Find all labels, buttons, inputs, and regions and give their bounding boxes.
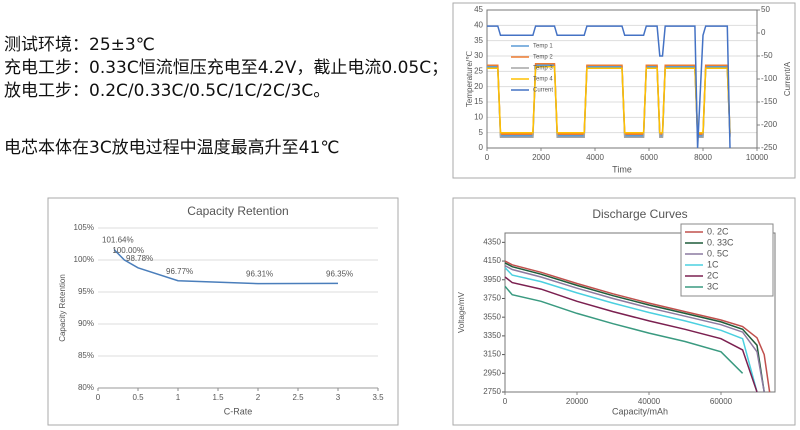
chart-title: Capacity Retention [187,204,288,218]
x-tick-label: 60000 [710,397,733,406]
legend-box [680,223,774,297]
y-tick-label: 45 [474,5,483,14]
x-tick-label: 1 [176,393,181,402]
y-tick-label: 105% [74,223,94,232]
text-line: 电芯本体在3C放电过程中温度最高升至41℃ [4,138,340,158]
y-tick-label: 2950 [483,368,501,377]
x-tick-label: 4000 [586,153,604,162]
data-label: 98.78% [126,254,153,263]
data-label: 96.35% [326,269,353,278]
legend-label: Current [533,88,553,94]
x-tick-label: 10000 [746,153,769,162]
y-tick-label: 3150 [483,350,501,359]
y2-tick-label: -250 [761,143,778,152]
chart-title: Discharge Curves [592,207,687,221]
data-label: 100.00% [112,246,144,255]
text-line: 充电工步：0.33C恒流恒压充电至4.2V，截止电流0.05C； [4,58,449,78]
legend-label: Temp 4 [533,77,553,83]
y-tick-label: 25 [474,66,483,75]
y-tick-label: 3550 [483,312,501,321]
y-tick-label: 80% [78,383,94,392]
legend-label: 2C [707,270,719,280]
series-line [504,262,765,393]
legend-label: 3C [707,281,719,291]
y2-tick-label: 0 [761,28,766,37]
data-label: 96.31% [246,270,273,279]
y2-tick-label: -200 [761,120,778,129]
series-line [504,265,765,393]
legend-label: Temp 2 [533,55,553,61]
y-axis-label: Capacity Retention [58,274,67,342]
y-tick-label: 5 [479,128,484,137]
x-tick-label: 6000 [640,153,658,162]
x-tick-label: 2 [256,393,261,402]
y-tick-label: 20 [474,82,483,91]
x-tick-label: 0 [503,397,508,406]
data-label: 96.77% [166,267,193,276]
legend-label: 0. 5C [707,248,729,258]
y2-tick-label: -100 [761,74,778,83]
series-line [487,65,731,134]
y-tick-label: 2750 [483,387,501,396]
y-tick-label: 35 [474,36,483,45]
legend-label: 0. 2C [707,226,729,236]
x-tick-label: 2.5 [292,393,304,402]
y-tick-label: 4350 [483,237,501,246]
y-tick-label: 0 [479,143,484,152]
y-tick-label: 40 [474,20,483,29]
x-tick-label: 3.5 [372,393,384,402]
data-label: 101.64% [102,236,134,245]
x-tick-label: 1.5 [212,393,224,402]
y-axis-label: Voltage/mV [457,291,466,333]
y-tick-label: 15 [474,97,483,106]
y-tick-label: 85% [78,351,94,360]
y-tick-label: 90% [78,319,94,328]
y2-tick-label: -150 [761,97,778,106]
x-tick-label: 8000 [694,153,712,162]
x-axis-label: Time [612,164,632,174]
y-tick-label: 10 [474,112,483,121]
x-tick-label: 3 [336,393,341,402]
x-tick-label: 0.5 [132,393,144,402]
y2-axis-label: Current/A [783,61,792,96]
legend-label: 1C [707,259,719,269]
series-line [504,276,758,393]
y-tick-label: 100% [74,255,94,264]
y2-tick-label: 50 [761,5,770,14]
y-tick-label: 30 [474,51,483,60]
y-axis-label: Temperature/℃ [465,51,474,107]
series-line [113,248,339,285]
x-tick-label: 0 [96,393,101,402]
series-line [487,25,731,149]
x-axis-label: C-Rate [224,406,253,416]
x-tick-label: 20000 [566,397,589,406]
y-tick-label: 4150 [483,256,501,265]
x-tick-label: 2000 [532,153,550,162]
chart-frame [47,197,399,426]
y-tick-label: 95% [78,287,94,296]
x-tick-label: 0 [485,153,490,162]
y-tick-label: 3750 [483,294,501,303]
x-tick-label: 40000 [638,397,661,406]
text-line: 放电工步：0.2C/0.33C/0.5C/1C/2C/3C。 [4,81,331,101]
legend-label: 0. 33C [707,237,734,247]
plot-area [486,9,758,149]
y-tick-label: 3350 [483,331,501,340]
series-line [504,260,771,393]
y-tick-label: 3950 [483,275,501,284]
y2-tick-label: -50 [761,51,773,60]
chart-frame [452,2,796,179]
legend-label: Temp 1 [533,44,553,50]
series-line [504,285,744,374]
legend-label: Temp 3 [533,66,553,72]
plot-area [504,232,776,393]
x-axis-label: Capacity/mAh [612,406,668,416]
series-line [504,267,758,393]
text-line: 测试环境：25±3℃ [4,35,155,55]
